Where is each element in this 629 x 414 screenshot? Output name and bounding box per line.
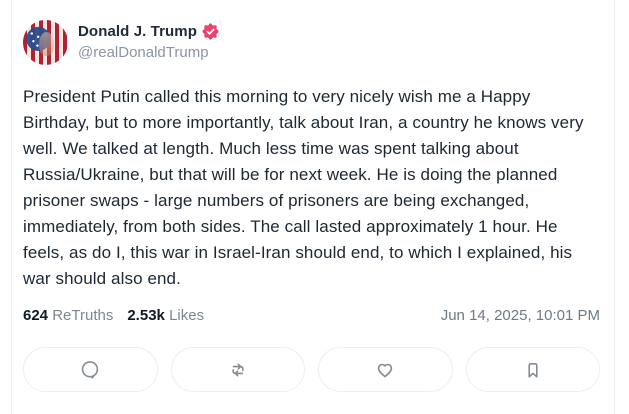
likes-count: 2.53k bbox=[127, 307, 165, 324]
author-block: Donald J. Trump @realDonaldTrump bbox=[78, 20, 219, 61]
avatar[interactable] bbox=[23, 20, 68, 65]
retruths-stat[interactable]: 624 ReTruths bbox=[23, 307, 113, 324]
action-bar bbox=[23, 347, 600, 392]
likes-label: Likes bbox=[169, 307, 205, 324]
post-card: Donald J. Trump @realDonaldTrump bbox=[11, 0, 615, 414]
bookmark-icon bbox=[521, 358, 545, 382]
post-header: Donald J. Trump @realDonaldTrump bbox=[23, 20, 600, 65]
verified-badge-icon bbox=[202, 23, 219, 40]
post-timestamp: Jun 14, 2025, 10:01 PM bbox=[440, 307, 600, 324]
stats-row: 624 ReTruths 2.53k Likes Jun 14, 2025, 1… bbox=[23, 307, 600, 324]
heart-icon bbox=[373, 358, 397, 382]
bookmark-button[interactable] bbox=[465, 347, 600, 392]
retruth-icon bbox=[226, 358, 250, 382]
likes-stat[interactable]: 2.53k Likes bbox=[127, 307, 204, 324]
post-body-text: President Putin called this morning to v… bbox=[23, 87, 584, 288]
author-display-name[interactable]: Donald J. Trump bbox=[78, 23, 198, 40]
retruths-label: ReTruths bbox=[52, 307, 114, 324]
retruths-count: 624 bbox=[23, 307, 49, 324]
like-button[interactable] bbox=[318, 347, 453, 392]
reply-button[interactable] bbox=[23, 347, 158, 392]
retruth-button[interactable] bbox=[170, 347, 305, 392]
author-handle[interactable]: @realDonaldTrump bbox=[78, 44, 209, 61]
reply-icon bbox=[78, 358, 102, 382]
